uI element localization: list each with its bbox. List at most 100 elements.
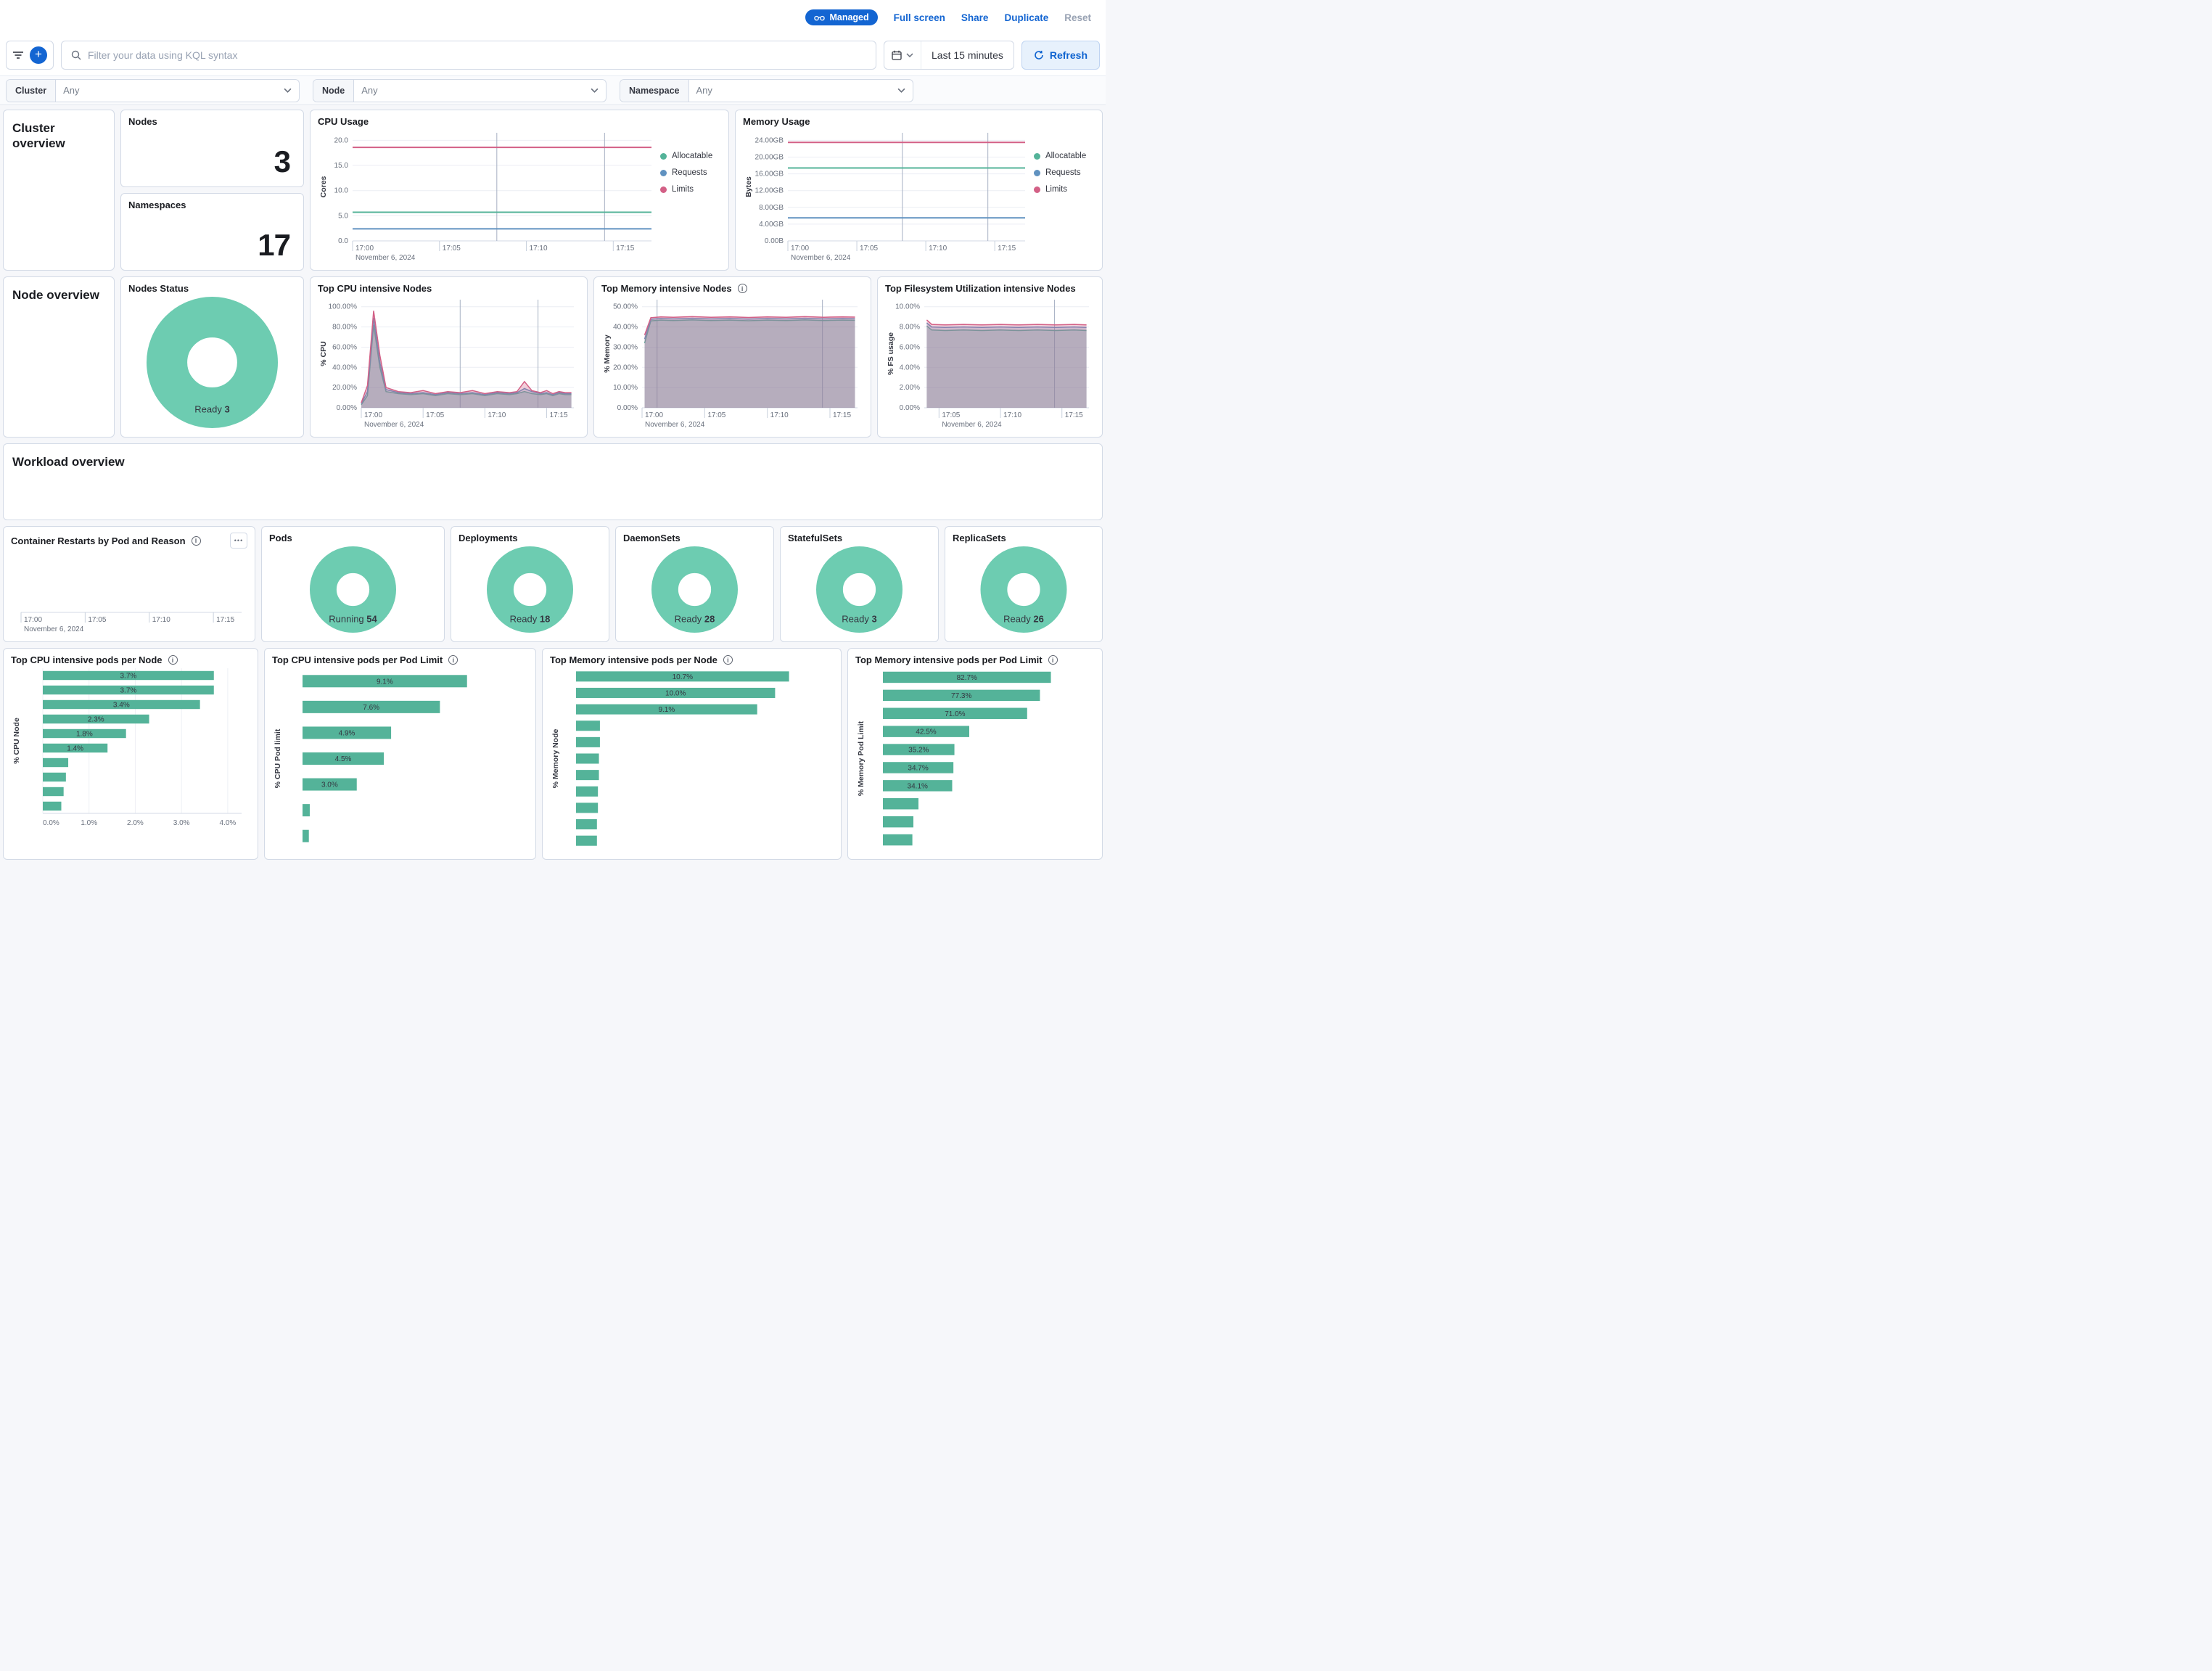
svg-text:7.6%: 7.6%	[363, 704, 379, 712]
svg-text:20.00GB: 20.00GB	[755, 153, 784, 161]
refresh-button[interactable]: Refresh	[1021, 41, 1100, 70]
time-range-label[interactable]: Last 15 minutes	[932, 49, 1003, 61]
top-fs-nodes-chart[interactable]: 0.00% 2.00% 4.00% 6.00% 8.00% 10.00% 17:05 17:1…	[885, 294, 1095, 431]
chevron-down-icon	[284, 88, 299, 93]
namespace-filter-value[interactable]: Any	[696, 85, 712, 96]
managed-badge[interactable]: Managed	[805, 9, 878, 25]
info-icon[interactable]: i	[1048, 655, 1058, 665]
legend-item-limits[interactable]: Limits	[1034, 185, 1095, 194]
kql-search-bar[interactable]	[61, 41, 877, 70]
nodes-status-donut[interactable]: Ready 3	[128, 294, 296, 431]
svg-text:% Memory Pod Limit: % Memory Pod Limit	[857, 720, 866, 796]
daemonsets-donut[interactable]: Ready 28	[623, 543, 766, 636]
statefulsets-donut[interactable]: Ready 3	[788, 543, 931, 636]
top-cpu-nodes-chart[interactable]: 0.00% 20.00% 40.00% 60.00% 80.00% 100.00% 17:0…	[318, 294, 580, 431]
svg-text:5.0: 5.0	[338, 212, 348, 220]
svg-text:15.0: 15.0	[334, 162, 349, 170]
dashboard-grid: Cluster overview Nodes 3 Namespaces 17 C…	[0, 105, 1106, 864]
legend-dot	[1034, 169, 1040, 176]
panel-workload-overview: Workload overview	[3, 443, 1103, 520]
panel-title: ReplicaSets	[953, 533, 1006, 543]
svg-text:17:15: 17:15	[998, 245, 1016, 253]
panel-nodes-count: Nodes 3	[120, 110, 304, 187]
panel-title: Pods	[269, 533, 292, 543]
namespaces-count-value: 17	[258, 228, 291, 262]
filter-menu-button[interactable]	[12, 51, 24, 59]
svg-text:November 6, 2024: November 6, 2024	[364, 421, 424, 429]
svg-text:Ready 26: Ready 26	[1003, 614, 1044, 625]
top-cpu-pods-per-limit-chart[interactable]: 9.1% 7.6% 4.9% 4.5% 3.0% % CPU Pod limit	[272, 665, 528, 853]
calendar-dropdown-button[interactable]	[884, 41, 922, 69]
info-icon[interactable]: i	[737, 284, 747, 293]
svg-text:20.00%: 20.00%	[613, 364, 638, 371]
cluster-stats-column: Nodes 3 Namespaces 17	[120, 110, 304, 271]
duplicate-button[interactable]: Duplicate	[1004, 12, 1049, 23]
cluster-filter-value[interactable]: Any	[63, 85, 80, 96]
svg-text:17:10: 17:10	[770, 411, 789, 419]
top-memory-pods-per-node-chart[interactable]: 10.7% 10.0% 9.1% % Memory Node	[550, 665, 834, 853]
svg-text:Ready 3: Ready 3	[842, 614, 876, 625]
memory-usage-chart[interactable]: 0.00B 4.00GB 8.00GB 12.00GB 16.00GB 20.00GB 24…	[743, 127, 1031, 264]
replicasets-donut[interactable]: Ready 26	[953, 543, 1095, 636]
svg-text:77.3%: 77.3%	[951, 692, 971, 700]
legend-label: Limits	[672, 185, 694, 194]
svg-text:34.1%: 34.1%	[908, 782, 928, 790]
top-memory-pods-per-limit-chart[interactable]: 82.7% 77.3% 71.0% 42.5% 35.2% 34.7% 34.1% % Mem…	[855, 665, 1095, 853]
deployments-donut[interactable]: Ready 18	[459, 543, 601, 636]
legend-label: Allocatable	[672, 152, 713, 160]
svg-text:34.7%: 34.7%	[908, 764, 928, 772]
node-overview-title: Node overview	[12, 288, 99, 302]
svg-text:Running 54: Running 54	[329, 614, 377, 625]
legend-dot	[1034, 152, 1040, 160]
info-icon[interactable]: i	[191, 535, 201, 546]
panel-top-cpu-pods-per-limit: Top CPU intensive pods per Pod Limit i 9…	[264, 648, 536, 860]
info-icon[interactable]: i	[168, 655, 178, 665]
kql-search-input[interactable]	[88, 49, 868, 61]
panel-container-restarts: Container Restarts by Pod and Reason i •…	[3, 526, 255, 642]
info-icon[interactable]: i	[723, 655, 733, 665]
top-memory-nodes-chart[interactable]: 0.00% 10.00% 20.00% 30.00% 40.00% 50.00% 17:00…	[601, 294, 863, 431]
panel-title: Deployments	[459, 533, 518, 543]
svg-text:50.00%: 50.00%	[613, 303, 638, 311]
svg-text:0.0%: 0.0%	[43, 819, 59, 827]
panel-replicasets: ReplicaSets Ready 26	[945, 526, 1103, 642]
info-icon[interactable]: i	[448, 655, 459, 665]
panel-top-memory-pods-per-node: Top Memory intensive pods per Node i 10.…	[542, 648, 842, 860]
svg-text:17:05: 17:05	[88, 616, 106, 624]
legend-item-requests[interactable]: Requests	[1034, 168, 1095, 177]
node-filter-value[interactable]: Any	[361, 85, 378, 96]
full-screen-button[interactable]: Full screen	[893, 12, 945, 23]
cpu-usage-chart[interactable]: 0.0 5.0 10.0 15.0 20.0 17:00 17:05 17:10 17:15 No…	[318, 127, 657, 264]
namespace-filter[interactable]: Namespace Any	[620, 78, 913, 102]
refresh-icon	[1035, 50, 1043, 59]
cluster-filter[interactable]: Cluster Any	[6, 78, 300, 102]
add-filter-button[interactable]: +	[30, 46, 47, 64]
svg-text:8.00%: 8.00%	[900, 324, 920, 332]
container-restarts-chart[interactable]: 17:00 17:05 17:10 17:15 November 6, 2024	[11, 549, 247, 636]
svg-text:3.7%: 3.7%	[120, 673, 136, 681]
svg-text:9.1%: 9.1%	[377, 678, 393, 686]
panel-title: Nodes Status	[128, 283, 189, 294]
cluster-overview-row: Cluster overview Nodes 3 Namespaces 17 C…	[3, 110, 1103, 271]
legend-item-allocatable[interactable]: Allocatable	[1034, 152, 1095, 160]
reset-button[interactable]: Reset	[1064, 12, 1091, 23]
node-filter[interactable]: Node Any	[313, 78, 607, 102]
svg-text:Ready 28: Ready 28	[675, 614, 715, 625]
svg-text:2.3%: 2.3%	[88, 716, 104, 724]
svg-text:% CPU Pod limit: % CPU Pod limit	[274, 728, 282, 788]
panel-top-fs-nodes: Top Filesystem Utilization intensive Nod…	[877, 276, 1103, 438]
panel-top-cpu-nodes: Top CPU intensive Nodes 0.00% 20.00% 40.00…	[310, 276, 588, 438]
legend-item-limits[interactable]: Limits	[660, 185, 721, 194]
panel-options-button[interactable]: •••	[230, 533, 247, 549]
svg-text:% CPU Node: % CPU Node	[12, 718, 21, 764]
glasses-icon	[814, 15, 826, 21]
panel-title: Top Memory intensive pods per Pod Limit	[855, 654, 1043, 665]
pods-donut[interactable]: Running 54	[269, 543, 437, 636]
panel-daemonsets: DaemonSets Ready 28	[615, 526, 774, 642]
legend-item-requests[interactable]: Requests	[660, 168, 721, 177]
svg-text:10.0%: 10.0%	[665, 689, 686, 697]
legend-item-allocatable[interactable]: Allocatable	[660, 152, 721, 160]
memory-usage-legend: Allocatable Requests Limits	[1031, 127, 1095, 264]
top-cpu-pods-per-node-chart[interactable]: 0.0% 1.0% 2.0% 3.0% 4.0% 3.7% 3.7% 3.4% 2.3% 1.8%…	[11, 665, 250, 832]
share-button[interactable]: Share	[961, 12, 989, 23]
